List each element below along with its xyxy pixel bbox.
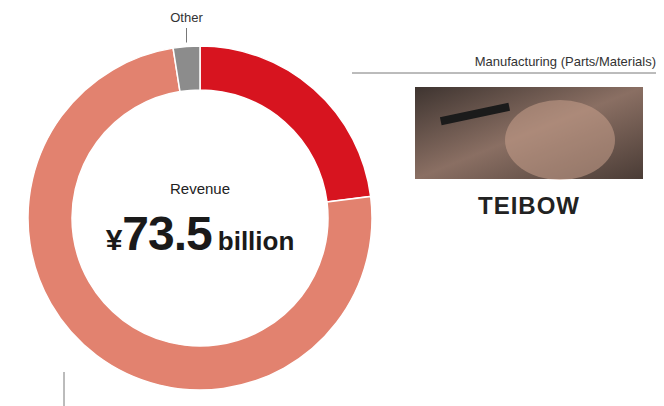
- svg-text:Revenue: Revenue: [170, 180, 230, 197]
- svg-text:TEIBOW: TEIBOW: [478, 192, 580, 219]
- svg-text:¥73.5billion: ¥73.5billion: [106, 207, 295, 260]
- svg-text:Manufacturing (Parts/Materials: Manufacturing (Parts/Materials): [475, 54, 656, 69]
- svg-text:Other: Other: [170, 10, 203, 25]
